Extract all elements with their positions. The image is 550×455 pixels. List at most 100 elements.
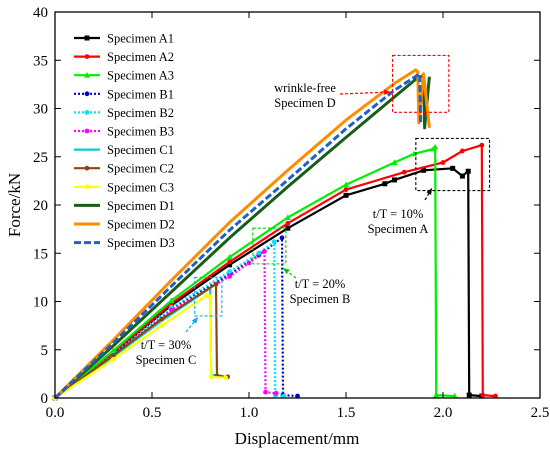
data-point bbox=[433, 391, 440, 398]
y-tick-label: 35 bbox=[33, 53, 48, 69]
annotation-arrow-d bbox=[339, 91, 391, 95]
data-point bbox=[391, 159, 398, 165]
data-point bbox=[110, 347, 117, 354]
data-point bbox=[295, 393, 300, 399]
legend-item-specimen-d1: Specimen D1 bbox=[74, 199, 175, 213]
x-axis: 0.0 0.5 1.0 1.5 2.0 2.5 bbox=[46, 12, 550, 421]
data-point bbox=[479, 142, 485, 148]
data-point bbox=[227, 262, 233, 268]
legend-item-specimen-b2: Specimen B2 bbox=[74, 106, 174, 120]
y-tick-label: 40 bbox=[33, 5, 48, 21]
legend-marker bbox=[84, 128, 90, 134]
series-specimen-a3 bbox=[52, 143, 458, 401]
data-point bbox=[273, 390, 279, 396]
data-point bbox=[459, 173, 465, 179]
annotation-label-d-line: wrinkle-free bbox=[274, 81, 336, 95]
annotation-label-b-line: t/T = 20% bbox=[295, 277, 346, 291]
annotation-label-b-line: Specimen B bbox=[290, 292, 351, 306]
annotation-label-c-line: t/T = 30% bbox=[141, 338, 192, 352]
legend-label: Specimen C3 bbox=[107, 180, 174, 194]
x-tick-label: 0.5 bbox=[143, 405, 162, 421]
data-point bbox=[246, 260, 252, 266]
data-point bbox=[227, 269, 233, 274]
legend-marker bbox=[84, 91, 90, 97]
legend-label: Specimen C1 bbox=[107, 143, 174, 157]
x-tick-label: 1.5 bbox=[337, 405, 356, 421]
legend-label: Specimen D1 bbox=[107, 199, 175, 213]
annotation-label-c-line: Specimen C bbox=[136, 353, 197, 367]
data-point bbox=[208, 374, 214, 380]
annotation-box-a bbox=[415, 137, 491, 192]
data-point bbox=[159, 316, 165, 322]
data-point bbox=[256, 250, 262, 256]
data-point bbox=[227, 259, 233, 265]
legend-item-specimen-c1: Specimen C1 bbox=[74, 143, 174, 157]
data-point bbox=[450, 165, 456, 171]
legend: Specimen A1 Specimen A2 Specimen A3 Specime… bbox=[74, 32, 175, 250]
data-point bbox=[203, 293, 209, 299]
data-point bbox=[421, 167, 427, 173]
annotation-arrow-a-head bbox=[426, 188, 432, 195]
series-layer bbox=[52, 68, 498, 401]
legend-marker bbox=[84, 110, 90, 115]
data-point bbox=[432, 143, 439, 150]
data-point bbox=[343, 187, 349, 192]
legend-marker bbox=[84, 165, 90, 171]
data-point bbox=[460, 148, 465, 154]
annotation-box-d bbox=[392, 54, 450, 113]
data-point bbox=[465, 168, 471, 174]
annotation-arrow-b-head bbox=[283, 268, 290, 275]
annotation-arrow-c-head bbox=[191, 317, 198, 324]
data-point bbox=[213, 281, 219, 287]
annotation-label-a-line: Specimen A bbox=[368, 222, 429, 236]
data-point bbox=[110, 357, 116, 362]
data-point bbox=[401, 169, 407, 175]
data-point bbox=[440, 160, 446, 165]
data-point bbox=[263, 389, 268, 395]
legend-label: Specimen A1 bbox=[107, 32, 174, 46]
series-specimen-d2 bbox=[53, 68, 431, 400]
data-point bbox=[492, 393, 498, 399]
data-point bbox=[466, 392, 472, 398]
legend-item-specimen-a2: Specimen A2 bbox=[74, 50, 174, 64]
legend-item-specimen-c3: Specimen C3 bbox=[74, 180, 174, 194]
y-tick-label: 10 bbox=[33, 295, 48, 311]
annotation-label-d-line: Specimen D bbox=[274, 96, 335, 110]
data-point bbox=[382, 181, 388, 187]
legend-item-specimen-d2: Specimen D2 bbox=[74, 218, 175, 232]
legend-label: Specimen C2 bbox=[107, 162, 174, 176]
data-point bbox=[343, 181, 349, 188]
x-tick-label: 0.0 bbox=[46, 405, 65, 421]
annotation-arrow-d-head bbox=[384, 89, 391, 95]
data-point bbox=[281, 393, 287, 399]
legend-label: Specimen A2 bbox=[107, 50, 174, 64]
y-tick-label: 25 bbox=[33, 150, 48, 166]
annotation-box-b bbox=[252, 227, 287, 265]
data-point bbox=[451, 392, 458, 399]
annotation-arrow-b bbox=[282, 267, 297, 279]
y-axis-title: Force/kN bbox=[5, 173, 24, 237]
legend-label: Specimen D2 bbox=[107, 218, 175, 232]
legend-label: Specimen B1 bbox=[107, 87, 174, 101]
legend-item-specimen-a3: Specimen A3 bbox=[74, 69, 174, 83]
legend-label: Specimen D3 bbox=[107, 236, 175, 250]
x-axis-title: Displacement/mm bbox=[235, 429, 360, 448]
series-line-specimen-a2 bbox=[54, 144, 496, 399]
series-specimen-d1 bbox=[53, 74, 431, 400]
annotation-box-c bbox=[194, 276, 223, 317]
y-tick-label: 15 bbox=[33, 246, 48, 262]
data-point bbox=[168, 297, 175, 303]
x-tick-label: 2.5 bbox=[531, 405, 550, 421]
legend-item-specimen-b3: Specimen B3 bbox=[74, 125, 174, 139]
data-point bbox=[207, 294, 213, 300]
data-point bbox=[227, 274, 233, 279]
legend-label: Specimen A3 bbox=[107, 69, 174, 83]
series-line-specimen-d1 bbox=[53, 74, 431, 400]
x-tick-label: 2.0 bbox=[434, 405, 453, 421]
legend-label: Specimen B3 bbox=[107, 125, 174, 139]
x-tick-label: 1.0 bbox=[240, 405, 259, 421]
y-axis: 0 5 10 15 20 25 30 35 40 bbox=[33, 5, 540, 407]
data-point bbox=[480, 392, 486, 398]
